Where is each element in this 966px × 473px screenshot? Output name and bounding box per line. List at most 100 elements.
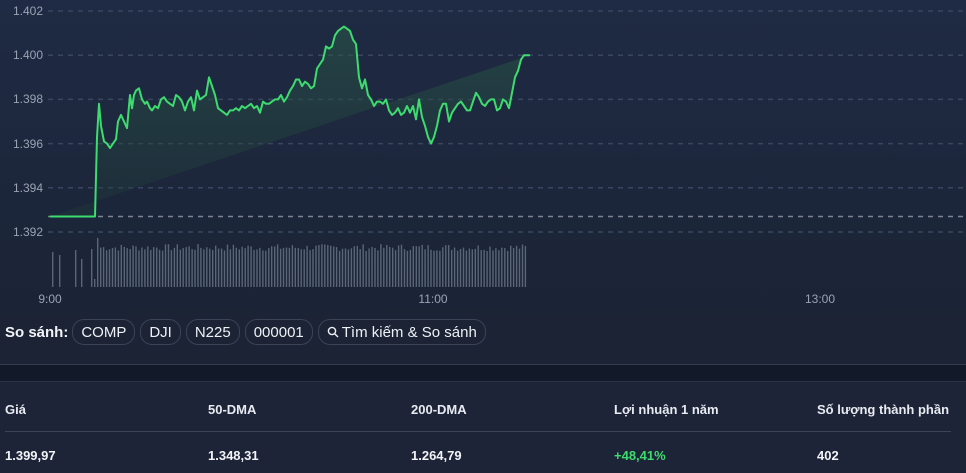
volume-bar [200, 247, 202, 287]
stat-value: 1.348,31 [208, 448, 259, 463]
volume-bar [300, 249, 302, 287]
volume-bar [138, 250, 140, 287]
volume-bar [495, 248, 497, 287]
search-icon [327, 326, 339, 338]
y-tick: 1.392 [13, 225, 44, 239]
volume-bar [91, 249, 93, 287]
price-line[interactable] [50, 25, 530, 218]
volume-bar [462, 247, 465, 287]
volume-bar [135, 246, 137, 287]
volume-bar [75, 250, 77, 287]
volume-bar [403, 249, 406, 287]
volume-bar [194, 249, 196, 287]
volume-bar [510, 245, 512, 287]
volume-bar [389, 246, 391, 287]
volume-bar [144, 249, 146, 287]
volume-bar [453, 247, 456, 287]
volume-bar [489, 246, 491, 287]
volume-bar [158, 249, 161, 287]
volume-bar [427, 245, 429, 287]
volume-bar [451, 249, 453, 287]
volume-bar [253, 250, 255, 287]
volume-bar [114, 247, 117, 287]
volume-bar [94, 279, 96, 287]
volume-bar [515, 245, 518, 287]
volume-bar [333, 246, 335, 287]
compare-chip-dji[interactable]: DJI [140, 319, 181, 345]
volume-bar [433, 250, 435, 287]
volume-bar [436, 250, 438, 287]
stat-value: +48,41% [614, 448, 666, 463]
volume-bar [241, 246, 243, 287]
y-tick: 1.402 [13, 4, 44, 18]
x-tick: 13:00 [804, 292, 836, 306]
volume-bar [368, 248, 370, 287]
volume-bar [182, 248, 184, 287]
volume-bar [439, 250, 441, 287]
volume-bar [445, 245, 447, 287]
volume-bar [347, 249, 350, 287]
volume-bar [341, 248, 344, 287]
section-band [0, 365, 966, 381]
volume-bar [173, 247, 176, 287]
volume-bar [235, 247, 237, 287]
volume-bar [220, 248, 223, 287]
volume-bar [209, 248, 211, 287]
compare-chip-comp[interactable]: COMP [72, 319, 136, 345]
volume-bar [268, 248, 270, 287]
volume-bar [306, 245, 308, 287]
y-tick: 1.396 [13, 137, 44, 151]
volume-bar [480, 250, 482, 287]
search-compare-button[interactable]: Tìm kiếm & So sánh [317, 319, 486, 345]
volume-bar [344, 248, 347, 287]
volume-bar [362, 244, 364, 287]
volume-bar [303, 249, 305, 287]
volume-bar [330, 245, 332, 287]
volume-bar [203, 249, 205, 287]
volume-bar [501, 247, 503, 287]
volume-bar [412, 246, 414, 287]
volume-bar [456, 250, 459, 287]
x-tick: 11:00 [418, 292, 448, 306]
volume-bar [188, 246, 190, 287]
volume-bar [126, 248, 128, 287]
row-divider [5, 431, 951, 432]
volume-bar [338, 250, 341, 287]
volume-bar [315, 245, 317, 287]
search-compare-label: Tìm kiếm & So sánh [341, 323, 477, 341]
volume-bar [386, 244, 388, 287]
compare-chip-n225[interactable]: N225 [185, 319, 240, 345]
volume-bar [465, 250, 468, 287]
price-area [50, 26, 530, 217]
volume-bar [294, 247, 296, 287]
volume-bar [400, 244, 403, 287]
volume-bar [212, 249, 214, 287]
volume-bar [197, 244, 199, 287]
volume-bar [430, 249, 432, 287]
volume-bar [150, 249, 152, 287]
volume-bar [185, 247, 187, 287]
volume-bar [321, 244, 323, 287]
volume-bar [512, 247, 515, 287]
volume-bar [191, 249, 193, 287]
volume-bar [521, 244, 524, 287]
stat-header: 200-DMA [411, 402, 467, 417]
volume-bar [256, 249, 258, 287]
compare-bar: So sánh: COMP DJI N225 000001 Tìm kiếm &… [0, 318, 491, 346]
volume-bar [226, 244, 229, 287]
volume-bar [282, 247, 285, 287]
compare-label: So sánh: [5, 323, 69, 341]
volume-bar [262, 250, 264, 287]
divider [0, 364, 966, 365]
price-chart[interactable]: 1.402 1.400 1.398 1.396 1.394 1.392 9:00… [0, 0, 966, 315]
volume-bar [97, 238, 99, 287]
volume-bar [217, 248, 220, 287]
volume-bar [170, 250, 173, 287]
volume-bar [392, 247, 394, 287]
volume-bar [424, 249, 426, 287]
volume-bar [232, 244, 235, 287]
volume-bar [365, 250, 367, 287]
volume-bar [418, 246, 420, 287]
compare-chip-000001[interactable]: 000001 [244, 319, 313, 345]
chart-plot[interactable] [0, 0, 966, 315]
